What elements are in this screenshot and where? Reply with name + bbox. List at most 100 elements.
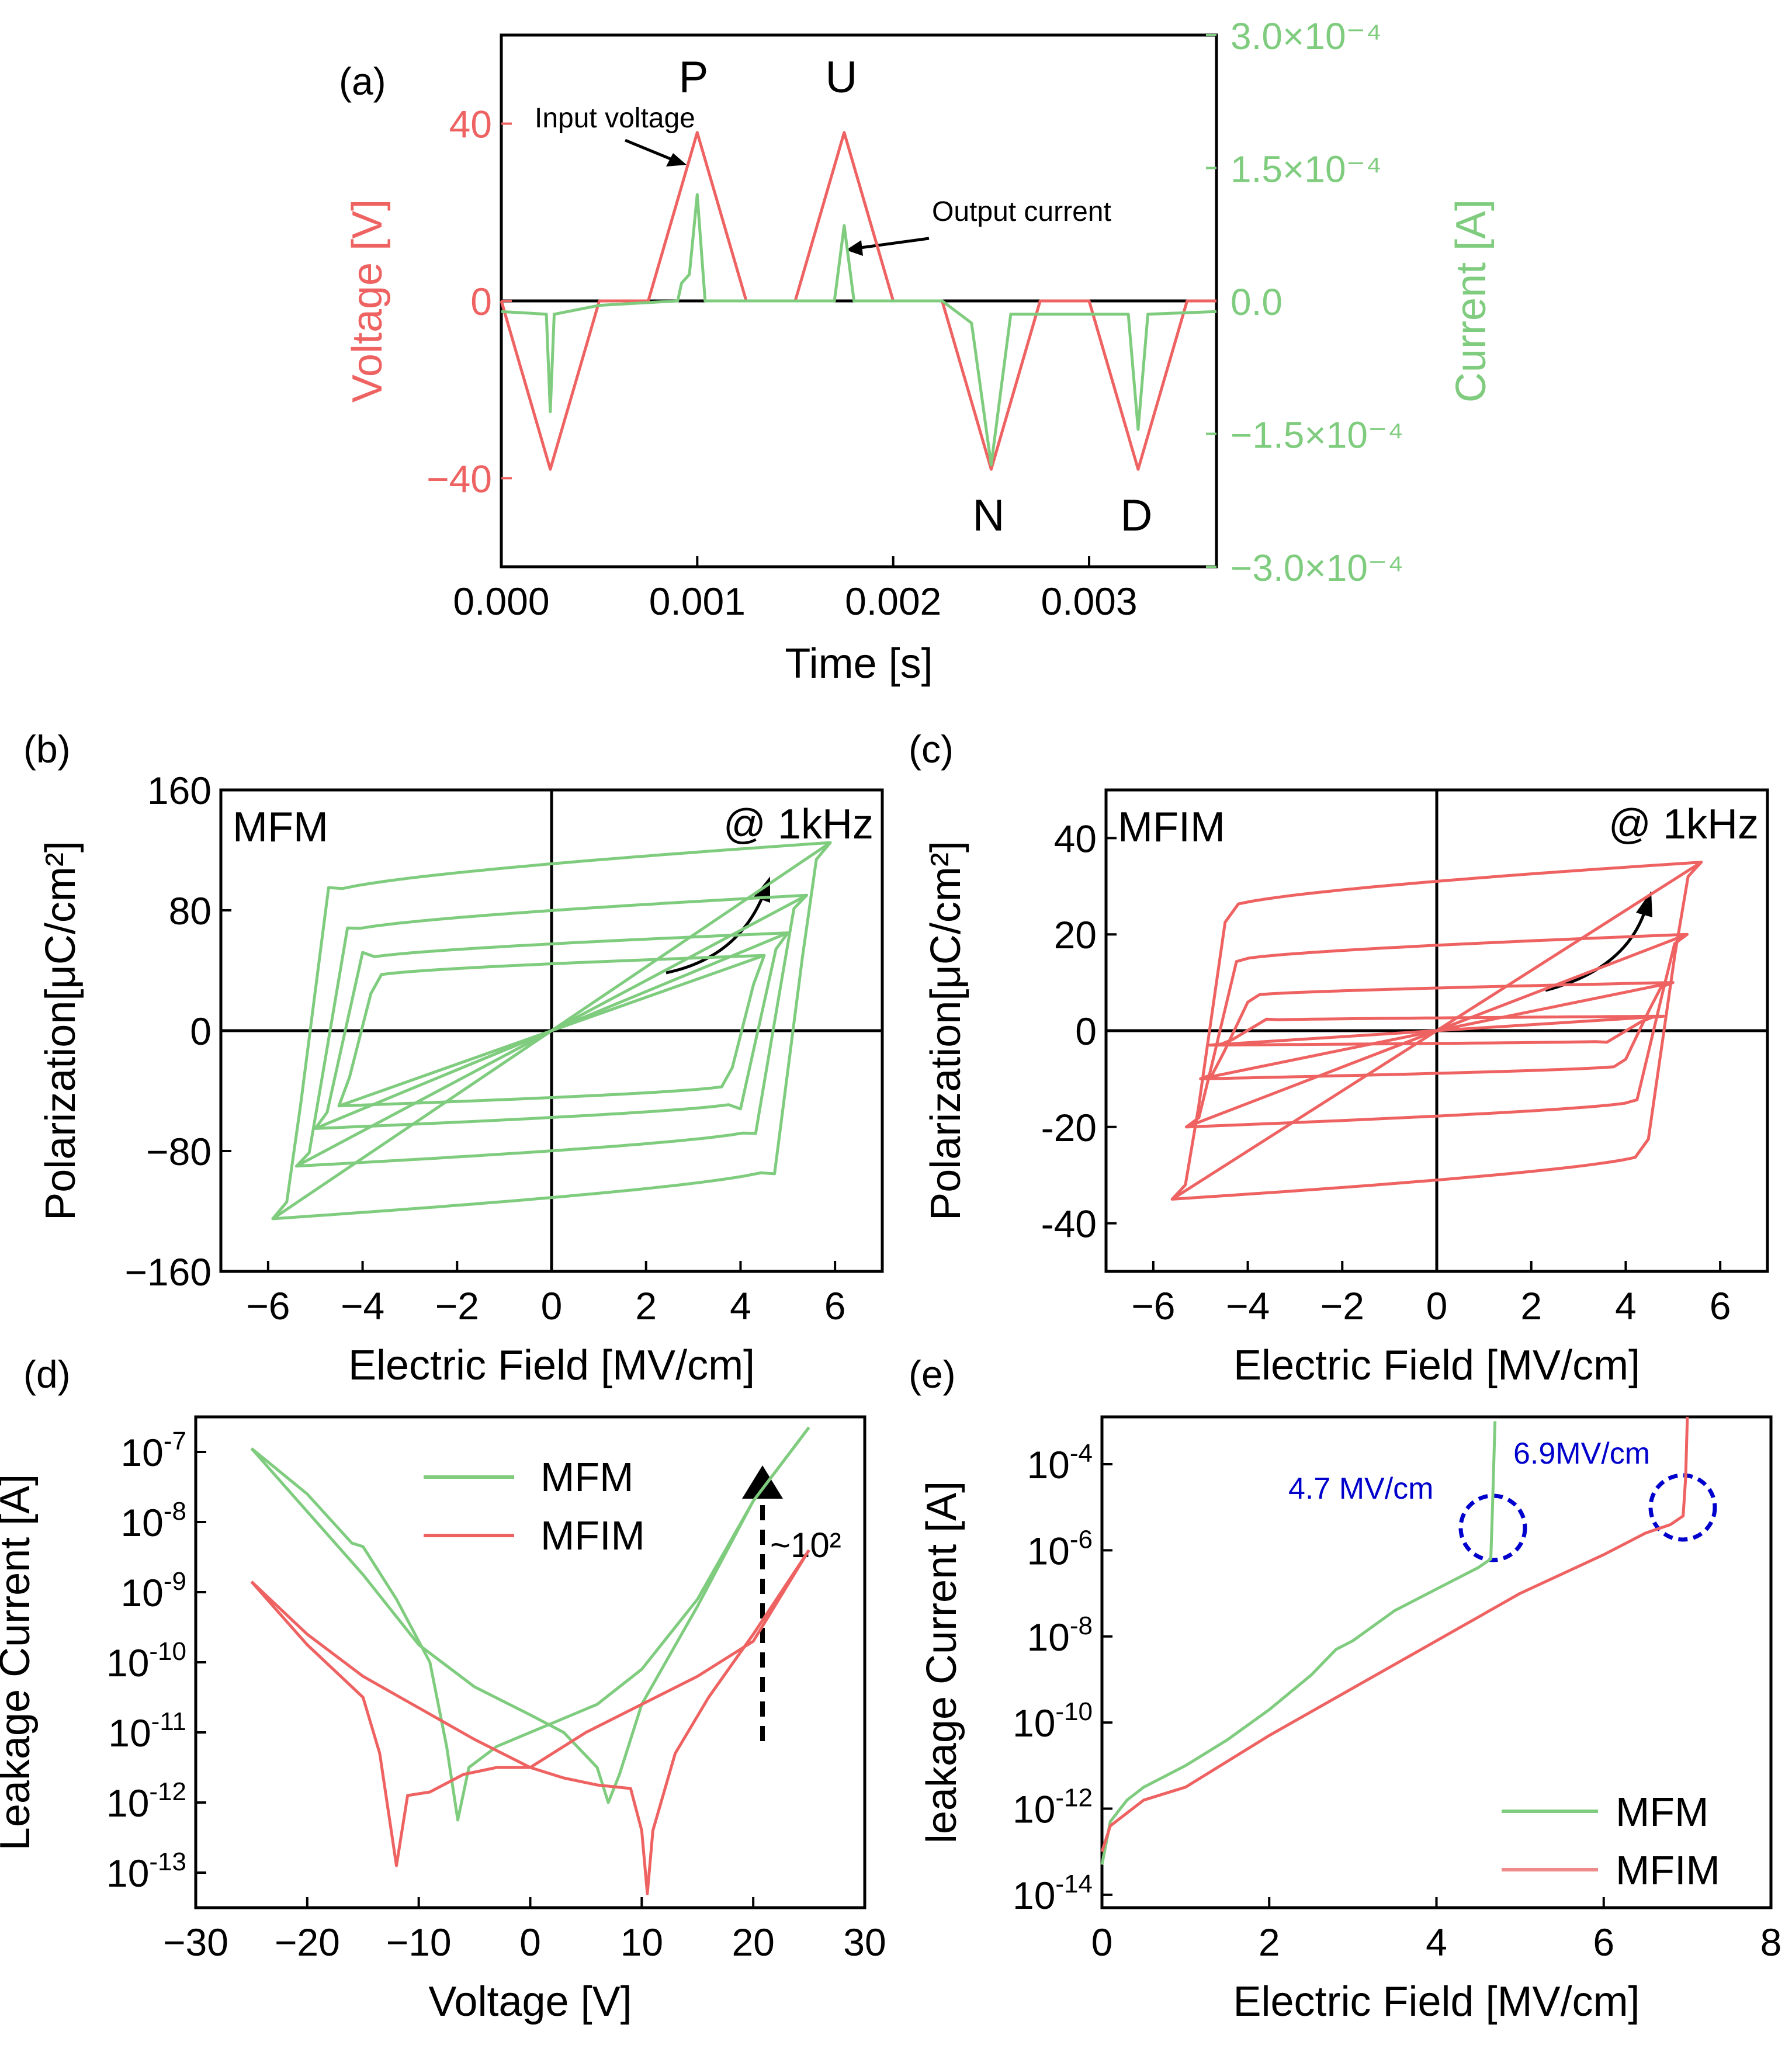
- panel-d-series-mfim-4: [250, 1549, 810, 1769]
- panel-a-right-ytick-label: −1.5×10⁻⁴: [1231, 414, 1403, 456]
- panel-c-hysteresis-loop-4: [1170, 861, 1703, 1201]
- panel-a-right-ytick-label: 3.0×10⁻⁴: [1231, 15, 1382, 57]
- panel-e-series-mfm-1: [1100, 1421, 1497, 1865]
- panel-d-ytick-label: 10-13: [106, 1848, 186, 1895]
- panel-b-xtick-label: 2: [635, 1284, 657, 1327]
- panel-e-leakage-vs-field: (e) 4.7 MV/cm 6.9MV/cm MFM MFIM 0 2 4 6 8 10-…: [909, 1353, 1781, 2025]
- panel-b-xtick-label: 6: [824, 1284, 846, 1327]
- panel-b-ytick-label: 80: [169, 889, 212, 933]
- panel-d-xtick-label: −20: [275, 1921, 340, 1964]
- panel-c-frequency-label: @ 1kHz: [1609, 801, 1759, 848]
- panel-e-label: (e): [909, 1353, 956, 1396]
- legend-label-mfim: MFIM: [1616, 1848, 1720, 1893]
- annotation-mfim-breakdown: 6.9MV/cm: [1513, 1437, 1650, 1471]
- panel-c-hysteresis-loop-3: [1185, 933, 1689, 1129]
- panel-b-xtick-label: −6: [246, 1284, 290, 1327]
- panel-e-ytick-label: 10-6: [1027, 1525, 1093, 1572]
- panel-a-right-axis-label: Current [A]: [1448, 199, 1495, 403]
- panel-b-mfm-hysteresis: (b) MFM @ 1kHz −6 −4 −2 0 2 4 6 −160 −80 0 80 160 El…: [23, 727, 884, 1389]
- panel-e-legend: MFM MFIM: [1502, 1789, 1720, 1893]
- panel-a-xtick-label: 0.002: [845, 580, 941, 623]
- panel-c-x-axis-label: Electric Field [MV/cm]: [1233, 1342, 1640, 1389]
- panel-e-ytick-label: 10-10: [1013, 1697, 1093, 1745]
- panel-b-xtick-label: 4: [730, 1284, 751, 1327]
- panel-d-series-mfm-1: [250, 1426, 810, 1822]
- panel-d-xtick-label: −30: [163, 1921, 228, 1964]
- annotation-mfm-breakdown: 4.7 MV/cm: [1288, 1472, 1434, 1506]
- panel-b-ytick-label: −80: [146, 1130, 212, 1173]
- panel-a-left-ytick-label: 0: [470, 280, 492, 323]
- pulse-label-p: P: [679, 53, 709, 102]
- panel-d-ratio-annotation: ~10²: [770, 1526, 841, 1565]
- panel-b-xtick-label: −2: [435, 1284, 479, 1327]
- panel-b-y-axis-label: Polarization[μC/cm²]: [37, 841, 84, 1221]
- panel-a-left-axis-label: Voltage [V]: [344, 199, 391, 403]
- panel-c-y-axis-label: Polarization[μC/cm²]: [923, 841, 969, 1221]
- panel-b-xtick-label: −4: [341, 1284, 384, 1327]
- panel-e-ytick-label: 10-12: [1013, 1784, 1093, 1831]
- panel-c-ytick-label: -20: [1041, 1106, 1097, 1149]
- current-series-line: [501, 193, 1217, 467]
- panel-b-ytick-label: −160: [124, 1250, 212, 1294]
- panel-c-xtick-label: 4: [1615, 1284, 1637, 1327]
- panel-b-xtick-label: 0: [541, 1284, 563, 1327]
- panel-c-xtick-label: −6: [1131, 1284, 1175, 1327]
- panel-d-xtick-label: 20: [732, 1921, 774, 1964]
- panel-e-ytick-label: 10-4: [1027, 1439, 1093, 1486]
- panel-d-series-mfm-2: [250, 1426, 810, 1804]
- voltage-series-line: [500, 131, 1216, 471]
- panel-a-x-axis-label: Time [s]: [785, 640, 933, 687]
- panel-a-right-ytick-label: −3.0×10⁻⁴: [1231, 547, 1403, 589]
- panel-c-xtick-label: −4: [1226, 1284, 1270, 1327]
- breakdown-circle-mfim: [1648, 1473, 1717, 1542]
- legend-label-mfim: MFIM: [540, 1513, 645, 1558]
- annotation-arrow-input: [625, 138, 675, 162]
- panel-d-legend: MFM MFIM: [424, 1454, 645, 1558]
- arrowhead-input-icon: [666, 153, 687, 167]
- panel-e-ytick-label: 10-14: [1013, 1870, 1093, 1917]
- panel-c-ytick-label: 40: [1054, 817, 1097, 860]
- panel-d-series-mfim-3: [250, 1549, 810, 1895]
- panel-d-xtick-label: 0: [519, 1921, 541, 1964]
- panel-c-sample-label: MFIM: [1118, 804, 1225, 851]
- panel-a-voltage-current-plot: (a) P U N D Input voltage Output current…: [339, 15, 1495, 687]
- panel-d-xtick-label: 10: [621, 1921, 663, 1964]
- panel-b-sample-label: MFM: [233, 804, 328, 851]
- panel-e-xtick-label: 6: [1593, 1921, 1614, 1964]
- panel-e-x-axis-label: Electric Field [MV/cm]: [1233, 1978, 1640, 2025]
- panel-b-frequency-label: @ 1kHz: [723, 801, 874, 848]
- panel-d-arrowhead-icon: [742, 1465, 783, 1499]
- panel-e-xtick-label: 0: [1091, 1921, 1113, 1964]
- panel-a-right-ytick-label: 1.5×10⁻⁴: [1231, 148, 1382, 190]
- arrowhead-output-icon: [846, 240, 863, 256]
- panel-b-hysteresis-loop-4: [271, 841, 832, 1221]
- panel-b-hysteresis-loop-1: [337, 954, 766, 1108]
- pulse-label-d: D: [1121, 491, 1153, 540]
- panel-c-label: (c): [909, 727, 954, 771]
- panel-c-xtick-label: −2: [1320, 1284, 1364, 1327]
- panel-b-ytick-label: 0: [190, 1010, 212, 1053]
- pulse-label-n: N: [973, 491, 1005, 540]
- panel-d-y-axis-label: Leakage Current [A]: [0, 1474, 39, 1850]
- panel-c-mfim-hysteresis: (c) MFIM @ 1kHz −6 −4 −2 0 2 4 6 -40 -20 0 20 40 Ele…: [909, 727, 1769, 1389]
- panel-a-xtick-label: 0.001: [649, 580, 746, 623]
- panel-b-hysteresis-loop-3: [294, 893, 809, 1168]
- annotation-arrow-output: [855, 237, 930, 250]
- panel-d-ytick-label: 10-9: [120, 1567, 186, 1614]
- panel-e-xtick-label: 4: [1426, 1921, 1447, 1964]
- panel-b-ytick-label: 160: [147, 769, 212, 812]
- panel-c-ytick-label: 0: [1075, 1010, 1097, 1053]
- panel-d-ytick-label: 10-8: [120, 1497, 186, 1544]
- panel-b-trend-arrow: [665, 896, 764, 975]
- annotation-output-current: Output current: [932, 196, 1111, 227]
- panel-a-label: (a): [339, 60, 386, 103]
- panel-a-left-ytick-label: 40: [449, 103, 492, 146]
- panel-c-ytick-label: -40: [1041, 1202, 1097, 1246]
- panel-d-leakage-vs-voltage: (d) ~10² MFM MFIM −30 −20 −10 0 10 20 30 10-13 1…: [0, 1353, 886, 2025]
- panel-c-xtick-label: 0: [1426, 1284, 1448, 1327]
- legend-label-mfm: MFM: [1616, 1789, 1708, 1835]
- panel-c-ytick-label: 20: [1054, 913, 1097, 956]
- panel-b-x-axis-label: Electric Field [MV/cm]: [348, 1342, 755, 1389]
- panel-e-ytick-label: 10-8: [1027, 1611, 1093, 1659]
